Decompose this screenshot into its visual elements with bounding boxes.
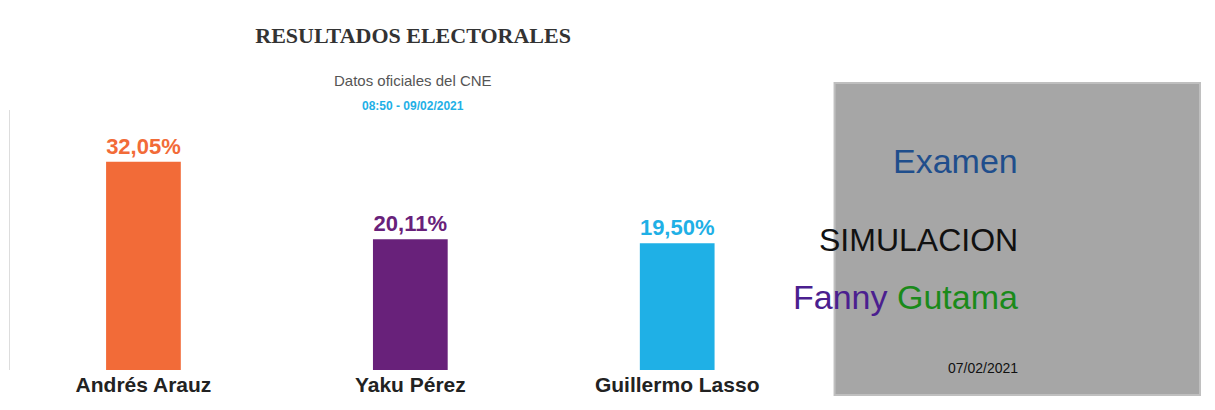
svg-text:Fanny Gutama: Fanny Gutama [793, 278, 1018, 316]
svg-text:32,05%: 32,05% [106, 134, 181, 159]
svg-text:Examen: Examen [893, 142, 1018, 180]
svg-text:Datos oficiales del CNE: Datos oficiales del CNE [334, 72, 492, 89]
svg-text:Yaku Pérez: Yaku Pérez [355, 373, 466, 396]
svg-text:07/02/2021: 07/02/2021 [948, 360, 1018, 376]
svg-text:Andrés Arauz: Andrés Arauz [76, 373, 212, 396]
svg-text:08:50 - 09/02/2021: 08:50 - 09/02/2021 [362, 99, 464, 113]
svg-text:Guillermo Lasso: Guillermo Lasso [595, 373, 760, 396]
svg-text:SIMULACION: SIMULACION [819, 222, 1018, 258]
svg-text:20,11%: 20,11% [374, 211, 447, 236]
svg-text:19,50%: 19,50% [640, 215, 715, 240]
svg-text:RESULTADOS ELECTORALES: RESULTADOS ELECTORALES [255, 23, 571, 48]
